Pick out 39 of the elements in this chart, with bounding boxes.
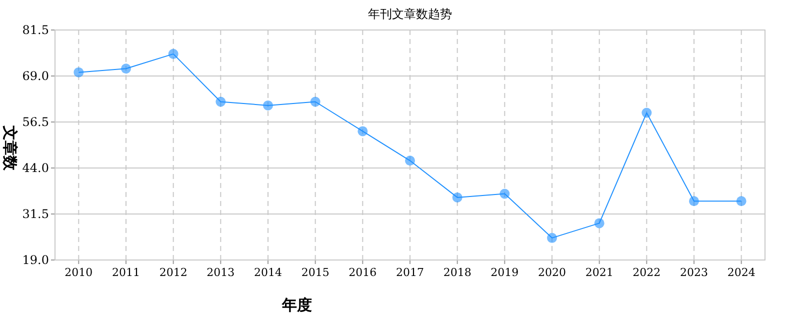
x-tick-label: 2021 bbox=[585, 266, 614, 279]
point bbox=[216, 96, 226, 107]
y-tick-label: 81.5 bbox=[22, 23, 49, 37]
point bbox=[168, 48, 178, 59]
point bbox=[310, 96, 320, 107]
x-tick-label: 2023 bbox=[680, 266, 708, 279]
point bbox=[452, 192, 462, 202]
point bbox=[74, 67, 84, 78]
x-tick-label: 2014 bbox=[254, 266, 282, 279]
point bbox=[358, 126, 368, 136]
y-tick-label: 56.5 bbox=[22, 115, 49, 129]
point bbox=[642, 108, 652, 118]
x-tick-label: 2018 bbox=[443, 266, 472, 279]
y-tick-label: 44.0 bbox=[22, 161, 49, 175]
point bbox=[405, 156, 415, 166]
y-axis-title: 文章数 bbox=[1, 124, 19, 172]
y-tick-label: 69.0 bbox=[22, 69, 49, 83]
point bbox=[594, 218, 604, 228]
y-tick-label: 31.5 bbox=[22, 207, 49, 221]
point bbox=[689, 196, 699, 206]
x-tick-label: 2017 bbox=[396, 266, 424, 279]
x-tick-label: 2010 bbox=[64, 266, 93, 279]
x-tick-label: 2012 bbox=[159, 266, 188, 279]
x-tick-label: 2024 bbox=[727, 266, 756, 279]
x-tick-label: 2015 bbox=[301, 266, 330, 279]
x-tick-label: 2016 bbox=[348, 266, 377, 279]
chart-title: 年刊文章数趋势 bbox=[368, 7, 452, 21]
x-tick-label: 2013 bbox=[206, 266, 235, 279]
x-tick-label: 2011 bbox=[112, 266, 140, 279]
x-axis-title: 年度 bbox=[281, 296, 312, 314]
x-tick-label: 2022 bbox=[632, 266, 661, 279]
x-tick-label: 2019 bbox=[490, 266, 519, 279]
point bbox=[121, 64, 131, 74]
point bbox=[547, 232, 557, 243]
point bbox=[500, 188, 510, 199]
point bbox=[736, 196, 746, 206]
point bbox=[263, 100, 273, 110]
x-tick-label: 2020 bbox=[538, 266, 566, 279]
y-tick-label: 19.0 bbox=[22, 253, 49, 267]
